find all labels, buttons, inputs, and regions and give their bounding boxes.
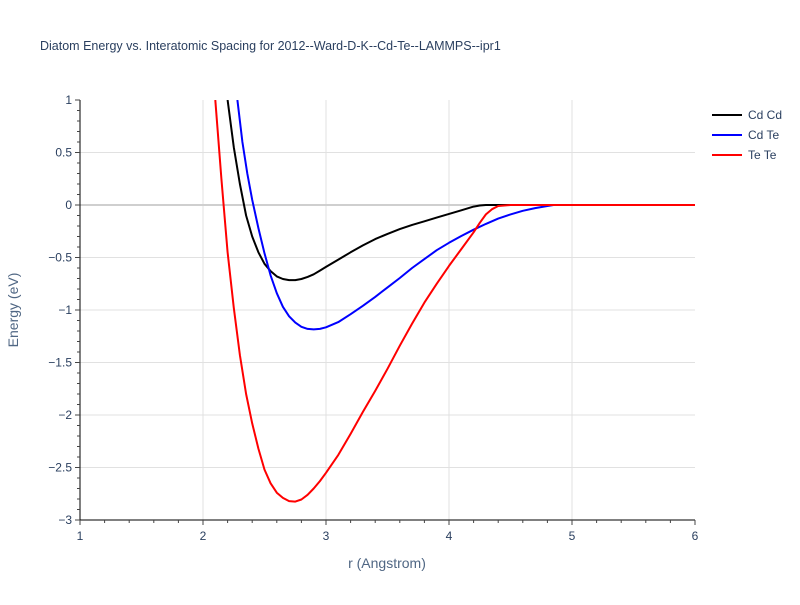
- y-tick-label: −1: [58, 303, 72, 317]
- series-line-te-te: [214, 100, 695, 503]
- legend: Cd Cd Cd Te Te Te: [712, 108, 782, 162]
- y-tick-label: −2.5: [48, 461, 72, 475]
- grid-lines: [80, 100, 695, 520]
- x-tick-label: 6: [692, 529, 699, 543]
- x-tick-label: 3: [323, 529, 330, 543]
- x-tick-label: 4: [446, 529, 453, 543]
- y-tick-label: −3: [58, 513, 72, 527]
- y-tick-label: −2: [58, 408, 72, 422]
- legend-label: Te Te: [748, 148, 777, 162]
- legend-label: Cd Cd: [748, 108, 782, 122]
- y-tick-label: 0: [65, 198, 72, 212]
- x-axis-title: r (Angstrom): [348, 555, 426, 571]
- y-tick-label: −0.5: [48, 251, 72, 265]
- axes-group: [75, 99, 696, 525]
- series-line-cd-cd: [226, 100, 695, 282]
- series-line-cd-te: [236, 100, 695, 331]
- y-tick-label: −1.5: [48, 356, 72, 370]
- x-tick-label: 2: [200, 529, 207, 543]
- x-tick-label: 5: [569, 529, 576, 543]
- legend-label: Cd Te: [748, 128, 779, 142]
- y-axis-title: Energy (eV): [5, 273, 21, 348]
- tick-labels: 1 2 3 4 5 6 1 0.5 0 −0.5 −1 −1.5 −2 −2.5 −3: [48, 93, 698, 543]
- y-tick-label: 0.5: [55, 146, 72, 160]
- series-group: [214, 100, 695, 503]
- chart-title: Diatom Energy vs. Interatomic Spacing fo…: [40, 39, 501, 53]
- y-tick-label: 1: [65, 93, 72, 107]
- x-tick-label: 1: [77, 529, 84, 543]
